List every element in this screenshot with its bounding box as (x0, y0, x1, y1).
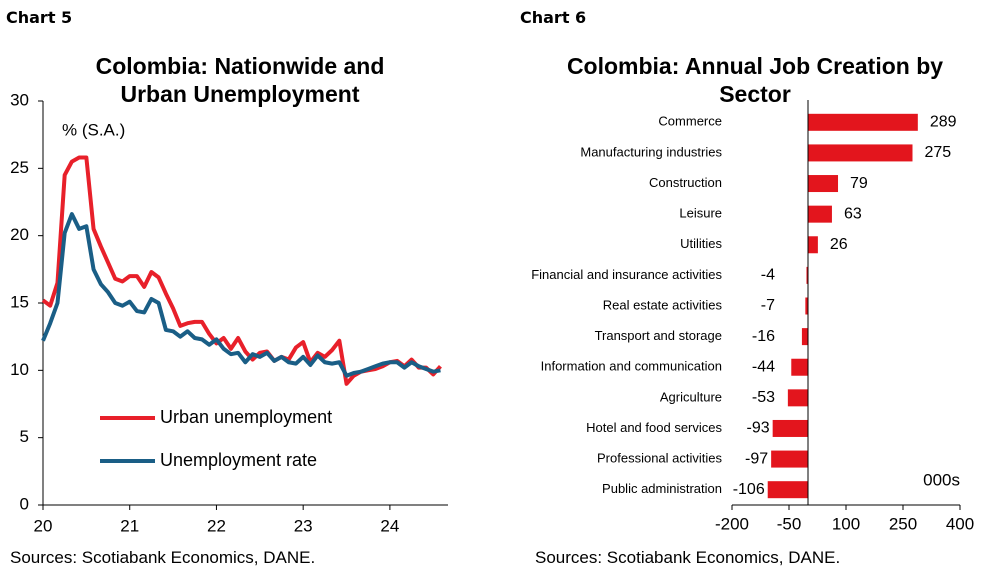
bar (791, 358, 808, 376)
bar (787, 389, 808, 407)
y-tick-label: 25 (10, 158, 29, 177)
x-tick-label: 100 (832, 514, 860, 533)
value-label: -4 (761, 267, 775, 284)
value-label: -44 (752, 358, 775, 375)
value-label: -53 (752, 389, 775, 406)
series-line (41, 155, 442, 386)
value-label: 26 (830, 236, 848, 253)
category-label: Agriculture (660, 389, 722, 404)
chart-title: Colombia: Nationwide and Urban Unemploym… (95, 53, 385, 107)
category-label: Real estate activities (603, 297, 723, 312)
x-tick-label: -50 (777, 514, 802, 533)
y-tick-label: 0 (20, 494, 29, 513)
bar (806, 266, 808, 284)
bar (808, 175, 839, 193)
bar (808, 113, 918, 131)
value-label: 275 (925, 144, 952, 161)
bar (808, 144, 913, 162)
x-tick-label: 250 (889, 514, 917, 533)
value-label: -16 (752, 328, 775, 345)
category-label: Commerce (658, 114, 722, 129)
category-label: Information and communication (541, 359, 722, 374)
x-tick-label: 21 (120, 516, 139, 535)
category-label: Hotel and food services (586, 420, 722, 435)
x-tick-label: 400 (946, 514, 974, 533)
chart-label: Chart 6 (520, 8, 587, 27)
value-label: -93 (747, 420, 770, 437)
category-label: Professional activities (597, 451, 722, 466)
bar (805, 297, 808, 315)
x-tick-label: 20 (34, 516, 53, 535)
legend-label: Urban unemployment (160, 407, 332, 427)
value-label: -7 (761, 297, 775, 314)
value-label: -97 (745, 450, 768, 467)
category-label: Public administration (602, 481, 722, 496)
source: Sources: Scotiabank Economics, DANE. (10, 548, 316, 567)
y-tick-label: 10 (10, 360, 29, 379)
bar (808, 236, 818, 254)
category-label: Leisure (679, 206, 722, 221)
chart-title: Colombia: Annual Job Creation by Sector (566, 53, 944, 107)
category-label: Utilities (680, 236, 722, 251)
bar (772, 419, 808, 437)
x-tick-label: 24 (380, 516, 399, 535)
category-label: Transport and storage (595, 328, 722, 343)
y-tick-label: 15 (10, 292, 29, 311)
value-label: -106 (733, 481, 765, 498)
chart-label: Chart 5 (6, 8, 73, 27)
value-label: 79 (850, 175, 868, 192)
legend-label: Unemployment rate (160, 450, 317, 470)
unit-label: 000s (923, 470, 960, 489)
y-tick-label: 30 (10, 90, 29, 109)
source: Sources: Scotiabank Economics, DANE. (535, 548, 841, 567)
x-tick-label: 23 (294, 516, 313, 535)
series-line (41, 212, 441, 378)
category-label: Manufacturing industries (580, 144, 722, 159)
value-label: 63 (844, 205, 862, 222)
bar (801, 328, 808, 346)
unit-label: % (S.A.) (62, 120, 125, 139)
y-tick-label: 5 (20, 427, 29, 446)
x-tick-label: -200 (715, 514, 749, 533)
bar (808, 205, 832, 223)
x-tick-label: 22 (207, 516, 226, 535)
y-tick-label: 20 (10, 225, 29, 244)
category-label: Financial and insurance activities (531, 267, 722, 282)
value-label: 289 (930, 114, 957, 131)
bar (767, 481, 808, 499)
bar (771, 450, 808, 468)
category-label: Construction (649, 175, 722, 190)
